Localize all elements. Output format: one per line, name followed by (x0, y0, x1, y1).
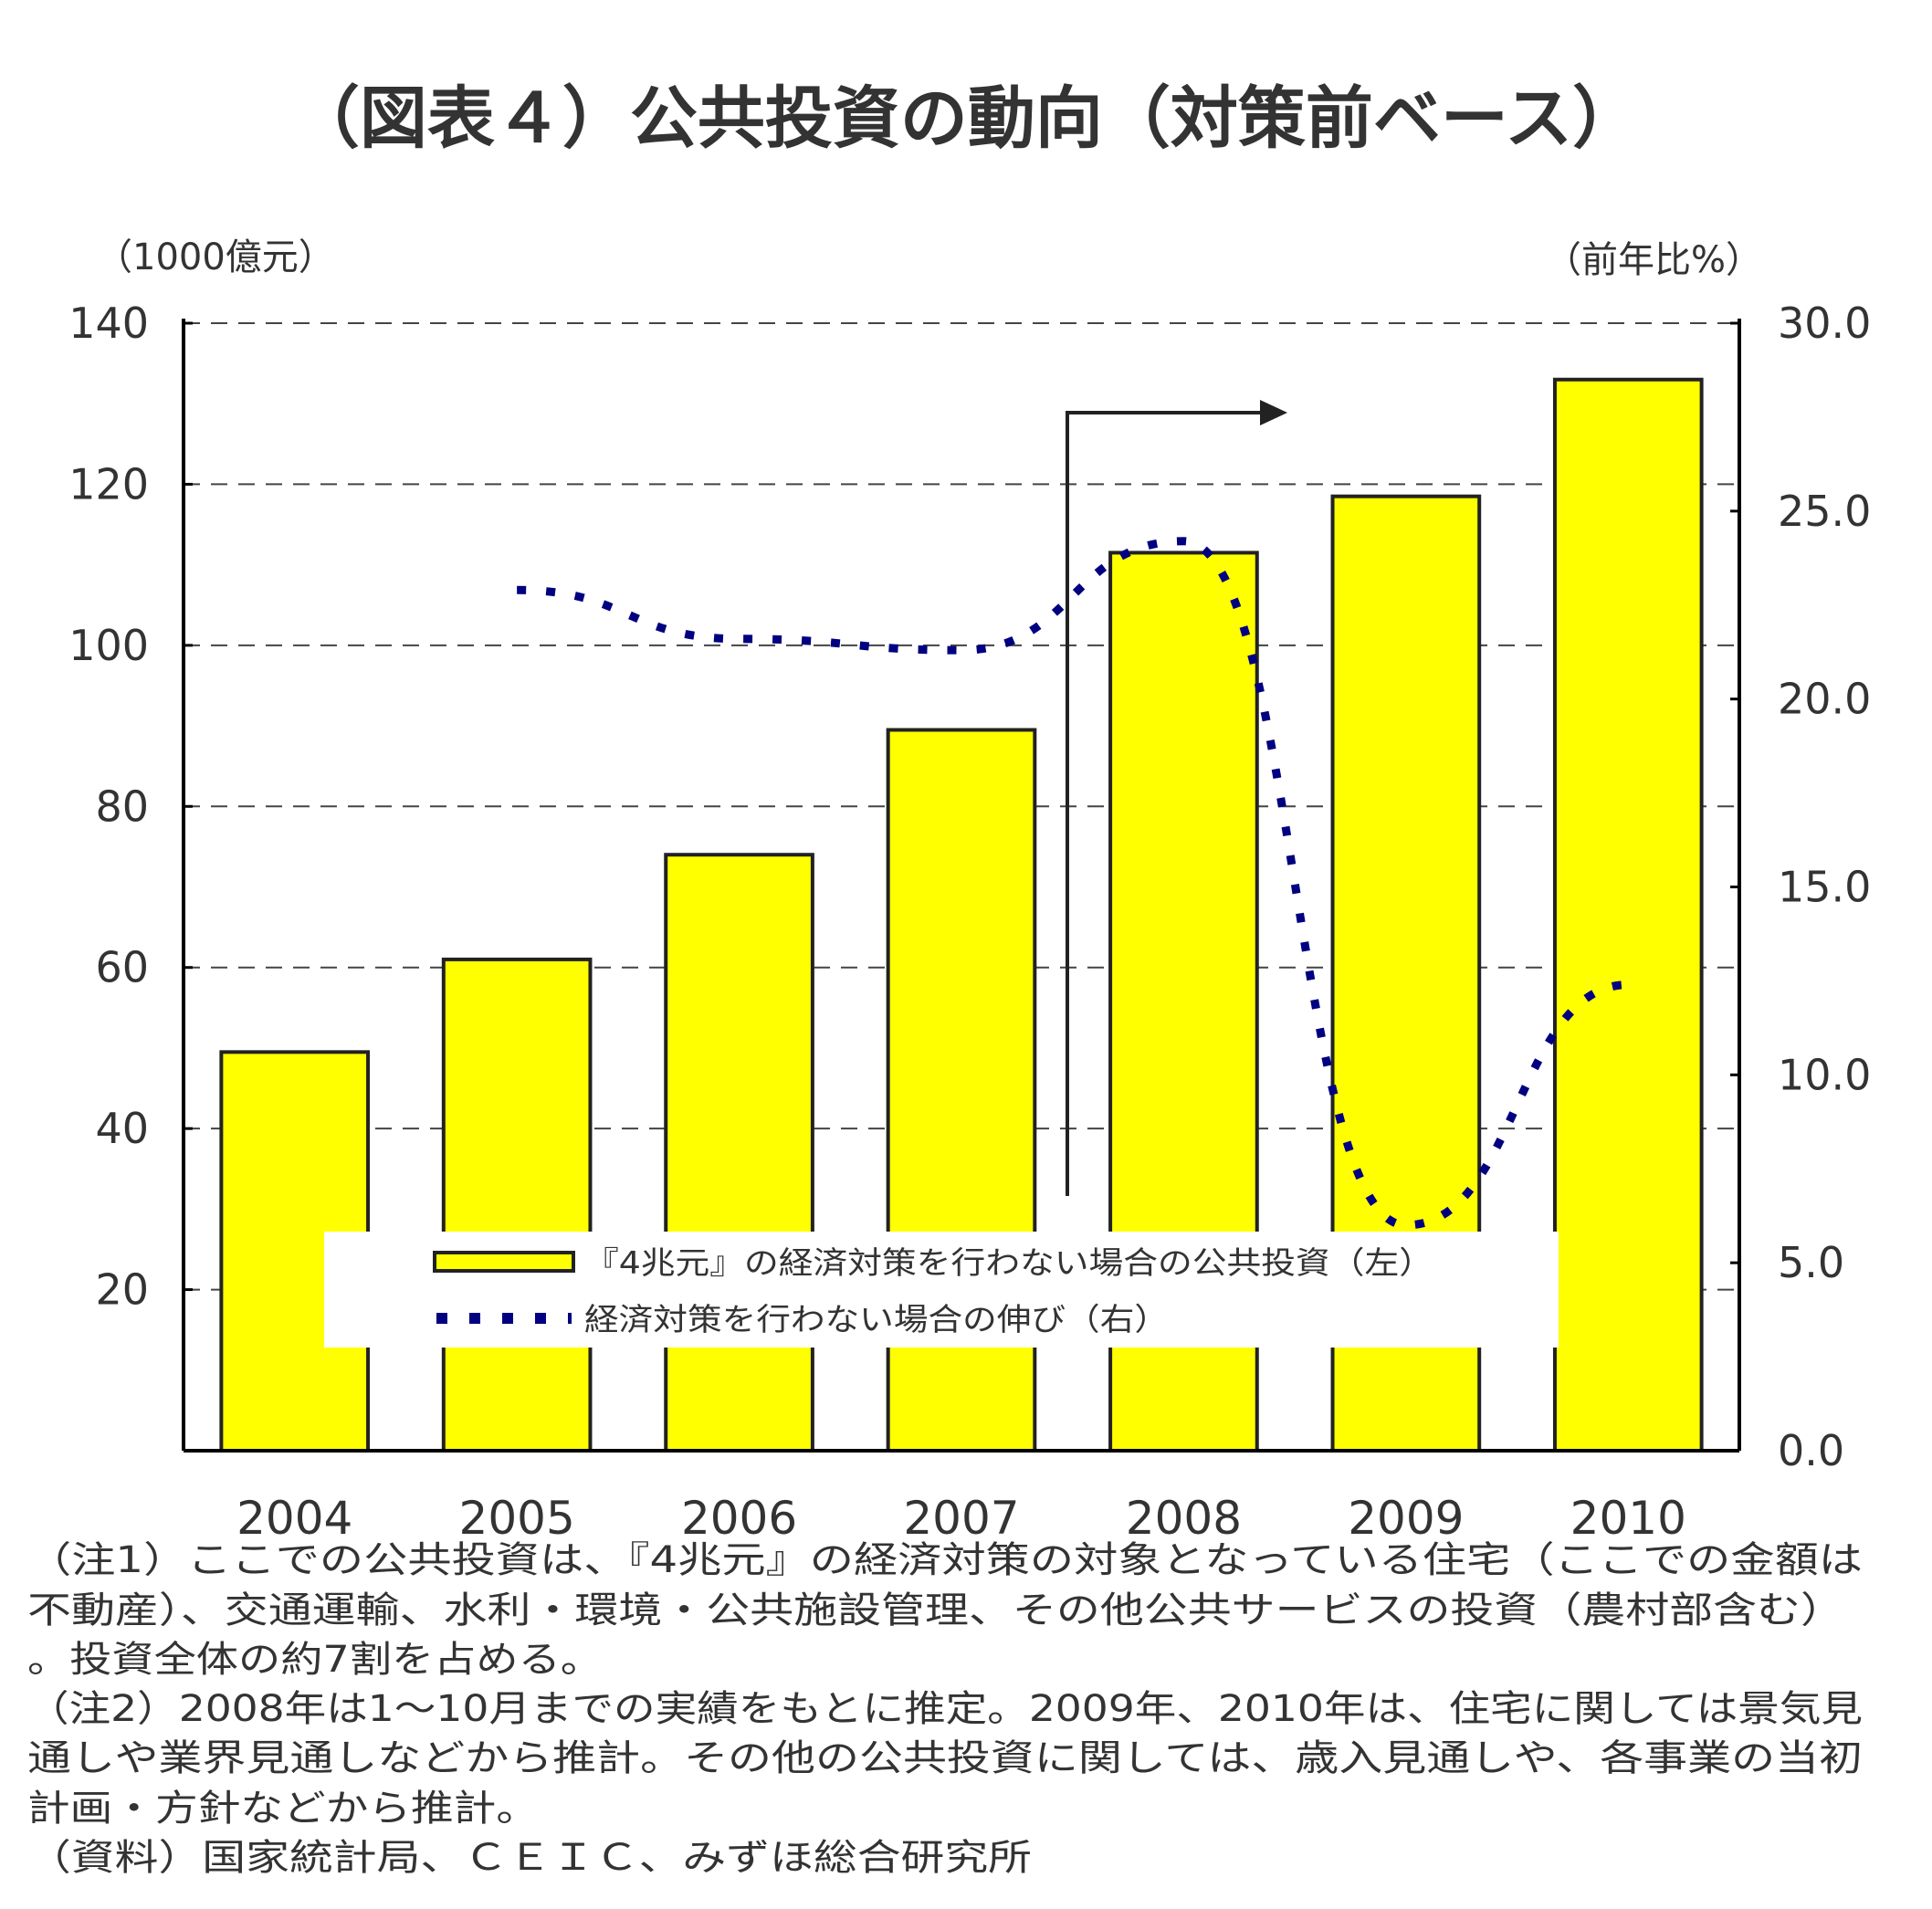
left-tick-label: 100 (68, 621, 149, 670)
left-tick-label: 140 (68, 299, 149, 348)
x-tick-label: 2005 (459, 1492, 575, 1545)
note-line: （注2）2008年は1～10月までの実績をもとに推定。2009年、2010年は、… (27, 1688, 1863, 1730)
right-tick-label: 25.0 (1778, 487, 1871, 536)
x-tick-label: 2006 (681, 1492, 797, 1545)
right-tick-label: 10.0 (1778, 1050, 1871, 1099)
bar-2006 (664, 853, 814, 1453)
right-axis-unit: （前年比%） (1545, 239, 1762, 281)
left-tick-label: 20 (95, 1265, 149, 1315)
left-axis-unit: （1000億元） (96, 236, 335, 278)
right-tick-label: 5.0 (1778, 1238, 1844, 1287)
legend-bar-swatch (433, 1251, 575, 1273)
x-tick-label: 2004 (236, 1492, 352, 1545)
left-tick-label: 80 (95, 781, 149, 831)
chart-title: （図表４）公共投資の動向（対策前ベース） (292, 79, 1640, 158)
x-tick-label: 2009 (1348, 1492, 1464, 1545)
bar-2005 (441, 957, 593, 1453)
x-tick-label: 2010 (1570, 1492, 1686, 1545)
x-tick-label: 2007 (903, 1492, 1019, 1545)
growth-line (517, 537, 1629, 1230)
note-line: （注1）ここでの公共投資は、『4兆元』の経済対策の対象となっている住宅（ここでの… (27, 1539, 1863, 1581)
right-tick-label: 15.0 (1778, 863, 1871, 912)
note-line: （資料）国家統計局、ＣＥＩＣ、みずほ総合研究所 (27, 1837, 1032, 1879)
left-tick-label: 120 (68, 459, 149, 509)
x-tick-label: 2008 (1126, 1492, 1242, 1545)
legend-label-bar: 『4兆元』の経済対策を行わない場合の公共投資（左） (584, 1245, 1433, 1282)
right-tick-label: 20.0 (1778, 675, 1871, 724)
note-line: 通しや業界見通しなどから推計。その他の公共投資に関しては、歳入見通しや、各事業の… (27, 1737, 1863, 1779)
note-line: 。投資全体の約7割を占める。 (27, 1639, 603, 1681)
bar-2010 (1552, 377, 1704, 1453)
note-line: 不動産）、交通運輸、水利・環境・公共施設管理、その他公共サービスの投資（農村部含… (27, 1589, 1844, 1631)
note-line: 計画・方針などから推計。 (27, 1788, 539, 1830)
left-tick-label: 40 (95, 1104, 149, 1153)
left-tick-label: 60 (95, 943, 149, 992)
arrow-head-icon (1260, 400, 1287, 425)
legend-label-line: 経済対策を行わない場合の伸び（右） (584, 1302, 1169, 1338)
right-tick-label: 0.0 (1778, 1426, 1844, 1475)
right-tick-label: 30.0 (1778, 299, 1871, 348)
forecast-arrow (1066, 411, 1265, 1196)
